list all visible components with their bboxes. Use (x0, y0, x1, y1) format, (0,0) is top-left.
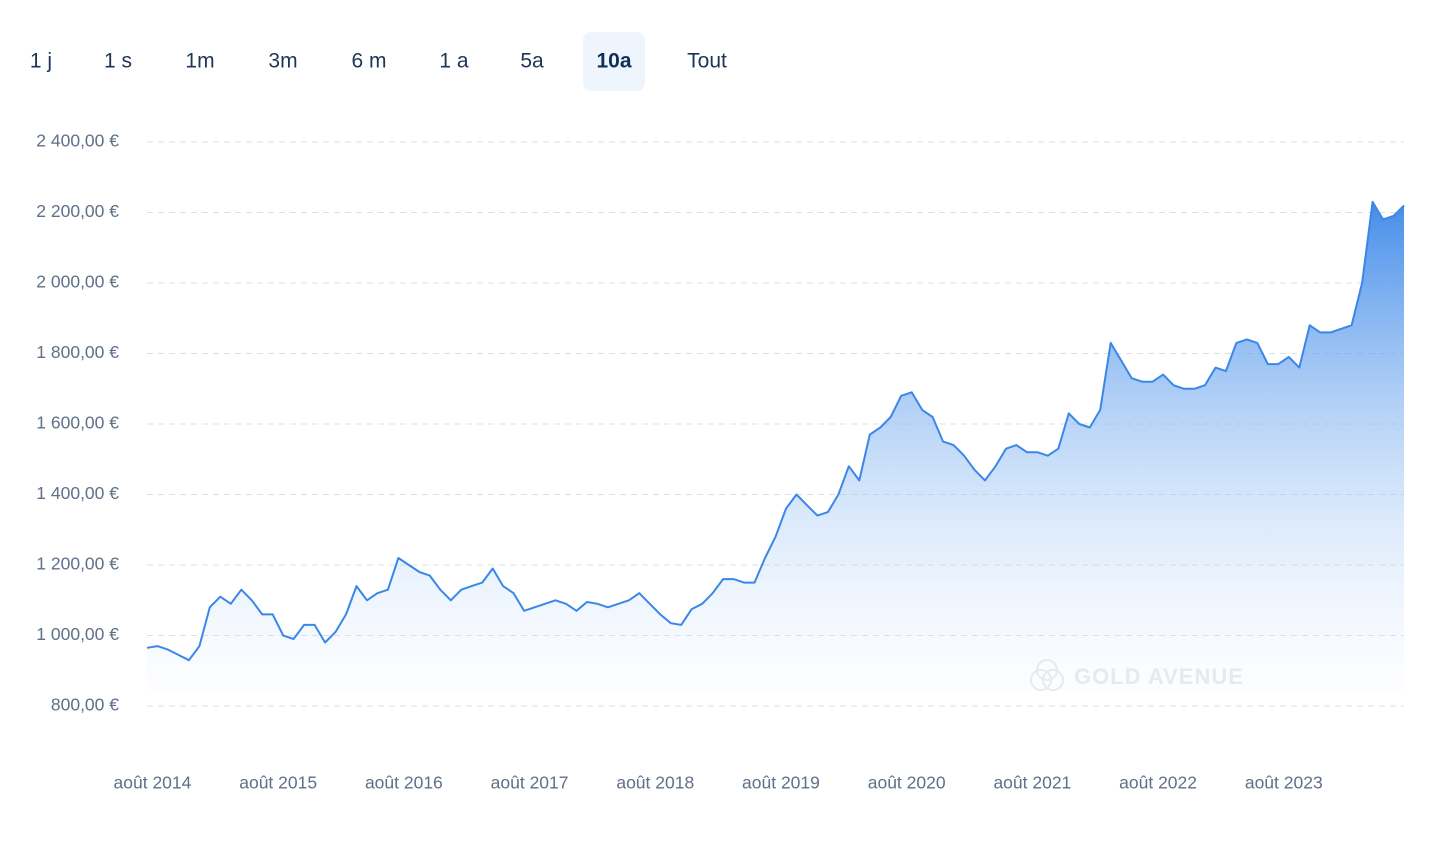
range-button-label: 1 s (104, 50, 132, 73)
y-tick-label: 1 600,00 € (36, 413, 119, 433)
x-tick-label: août 2023 (1245, 773, 1323, 793)
x-tick-label: août 2016 (365, 773, 443, 793)
x-tick-label: août 2021 (993, 773, 1071, 793)
range-button-label: 10a (596, 50, 631, 73)
range-button[interactable]: 10a (583, 32, 645, 91)
range-button[interactable]: Tout (687, 50, 727, 73)
range-button[interactable]: 1m (185, 50, 214, 73)
y-tick-label: 2 000,00 € (36, 272, 119, 292)
range-selector: 1 j 1 s 1m 3m 6 m 1 a 5a 10a Tout (30, 32, 727, 91)
x-tick-label: août 2019 (742, 773, 820, 793)
x-tick-label: août 2018 (616, 773, 694, 793)
range-button-label: 6 m (351, 50, 386, 73)
y-tick-label: 2 200,00 € (36, 201, 119, 221)
range-button-label: 3m (268, 50, 297, 73)
x-tick-label: août 2015 (239, 773, 317, 793)
y-tick-label: 1 200,00 € (36, 554, 119, 574)
range-button-label: 1m (185, 50, 214, 73)
range-button[interactable]: 3m (268, 50, 297, 73)
x-tick-label: août 2014 (114, 773, 192, 793)
y-tick-label: 1 000,00 € (36, 624, 119, 644)
y-tick-label: 2 400,00 € (36, 131, 119, 151)
range-button-label: 1 a (439, 50, 469, 73)
range-button[interactable]: 6 m (351, 50, 386, 73)
x-tick-label: août 2017 (491, 773, 569, 793)
range-button[interactable]: 1 j (30, 50, 52, 73)
price-line (146, 200, 1405, 662)
watermark: GOLD AVENUE (1030, 659, 1244, 691)
y-tick-label: 800,00 € (51, 695, 119, 715)
range-button[interactable]: 5a (520, 50, 544, 73)
axes: 800,00 € 1 000,00 € 1 200,00 € 1 400,00 € 1 … (36, 131, 1322, 793)
range-button-label: 5a (520, 50, 544, 73)
y-tick-label: 1 800,00 € (36, 342, 119, 362)
x-tick-label: août 2020 (868, 773, 946, 793)
area-fill (147, 201, 1404, 691)
range-button[interactable]: 1 a (439, 50, 469, 73)
plot (146, 200, 1405, 691)
range-button-label: Tout (687, 50, 727, 73)
range-button-bg (583, 32, 645, 91)
y-tick-label: 1 400,00 € (36, 483, 119, 503)
x-tick-label: août 2022 (1119, 773, 1197, 793)
watermark-text: GOLD AVENUE (1074, 664, 1244, 689)
range-button-label: 1 j (30, 50, 52, 73)
range-button[interactable]: 1 s (104, 50, 132, 73)
